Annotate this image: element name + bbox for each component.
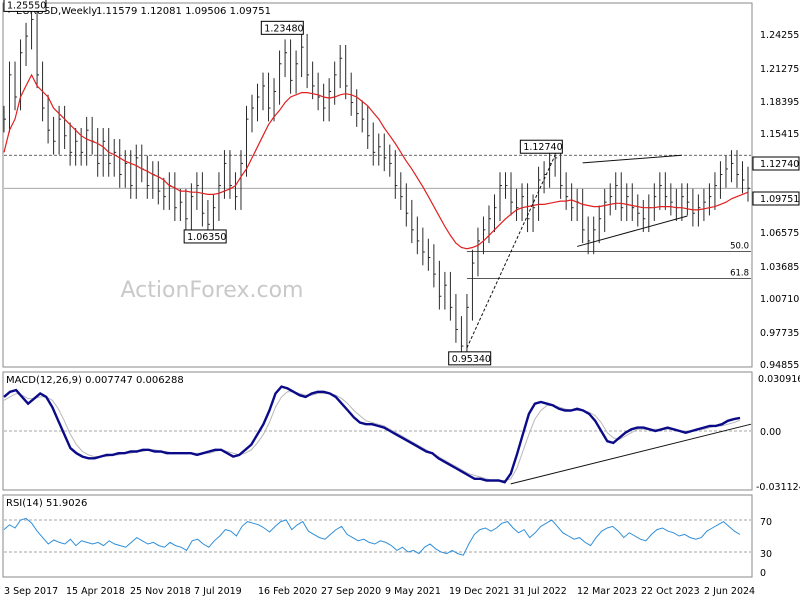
x-tick-label: 9 May 2021 (385, 586, 441, 597)
moving-average-line (3, 73, 749, 250)
price-label-box (448, 351, 492, 366)
price-y-axis: 1.24255 1.21275 1.18395 1.15415 1.12740 … (752, 30, 800, 371)
price-y-tick: 1.03685 (760, 262, 799, 273)
price-y-tick: 0.97735 (760, 328, 799, 339)
macd-series-layer (3, 385, 752, 485)
x-axis: 3 Sep 2017 15 Apr 2018 25 Nov 2018 7 Jul… (4, 586, 755, 597)
current-price-box (752, 191, 800, 206)
price-y-tick: 1.21275 (760, 64, 799, 75)
x-tick-label: 25 Nov 2018 (130, 586, 191, 597)
macd-y-tick: 0.030916 (758, 374, 800, 385)
price-label-box (519, 139, 563, 154)
x-tick-label: 3 Sep 2017 (4, 586, 58, 597)
price-y-tick: 0.94855 (760, 360, 799, 371)
x-tick-label: 31 Jul 2022 (513, 586, 567, 597)
x-tick-label: 22 Oct 2023 (641, 586, 700, 597)
x-tick-label: 12 Mar 2023 (577, 586, 637, 597)
price-y-tick-resistance: 1.12740 (760, 159, 799, 170)
price-label: 0.95340 (452, 354, 491, 365)
price-y-tick: 1.24255 (760, 30, 799, 41)
price-label-box (183, 229, 227, 244)
macd-trendline (510, 423, 752, 485)
rsi-panel-title: RSI(14) 51.9026 (6, 498, 87, 509)
price-label-box (260, 20, 304, 35)
price-y-tick: 1.06575 (760, 228, 799, 239)
ohlc-header: 1.11579 1.12081 1.09506 1.09751 (96, 6, 271, 17)
price-label-box (3, 0, 47, 12)
price-label: 1.06350 (187, 232, 226, 243)
rsi-y-tick: 70 (760, 517, 772, 528)
price-series-layer: 50.0 61.8 1.25550 1.23480 1.06350 0.95340 1.12… (3, 0, 751, 366)
x-tick-label: 27 Sep 2020 (321, 586, 381, 597)
watermark: ActionForex.com (121, 278, 304, 303)
rsi-series-layer (3, 517, 751, 556)
macd-panel-frame (2, 371, 753, 491)
rsi-line (3, 517, 741, 556)
rsi-y-tick: 0 (760, 568, 766, 579)
x-tick-label: 2 Jun 2024 (704, 586, 755, 597)
price-label: 1.23480 (264, 23, 303, 34)
price-y-tick: 1.18395 (760, 97, 799, 108)
x-tick-label: 19 Dec 2021 (449, 586, 510, 597)
price-trendline (582, 154, 682, 164)
x-tick-label: 15 Apr 2018 (66, 586, 125, 597)
fibonacci-level-label: 50.0 (730, 242, 749, 252)
price-label: 1.25550 (7, 0, 46, 11)
rsi-y-tick: 30 (760, 549, 772, 560)
price-trendline (577, 215, 688, 247)
price-trendline (466, 155, 556, 349)
x-tick-label: 7 Jul 2019 (194, 586, 242, 597)
fibonacci-level-label: 61.8 (730, 269, 749, 279)
price-label: 1.12740 (523, 142, 562, 153)
price-panel-title: EURUSD,Weekly (16, 6, 97, 17)
macd-zero-label: 0.00 (760, 427, 781, 438)
macd-line (3, 385, 741, 484)
price-y-tick: 1.00710 (760, 294, 799, 305)
price-panel-frame (2, 2, 753, 368)
price-y-tick: 1.15415 (760, 129, 799, 140)
current-price-label: 1.09751 (760, 194, 799, 205)
resistance-price-box (752, 156, 800, 171)
x-tick-label: 16 Feb 2020 (258, 586, 317, 597)
macd-y-axis: 0.030916 0.00 -0.031124 (756, 374, 800, 493)
macd-panel-title: MACD(12,26,9) 0.007747 0.006288 (6, 375, 184, 386)
rsi-panel-frame (2, 494, 753, 578)
rsi-y-axis: 70 30 0 (760, 517, 772, 579)
macd-y-tick: -0.031124 (756, 482, 800, 493)
